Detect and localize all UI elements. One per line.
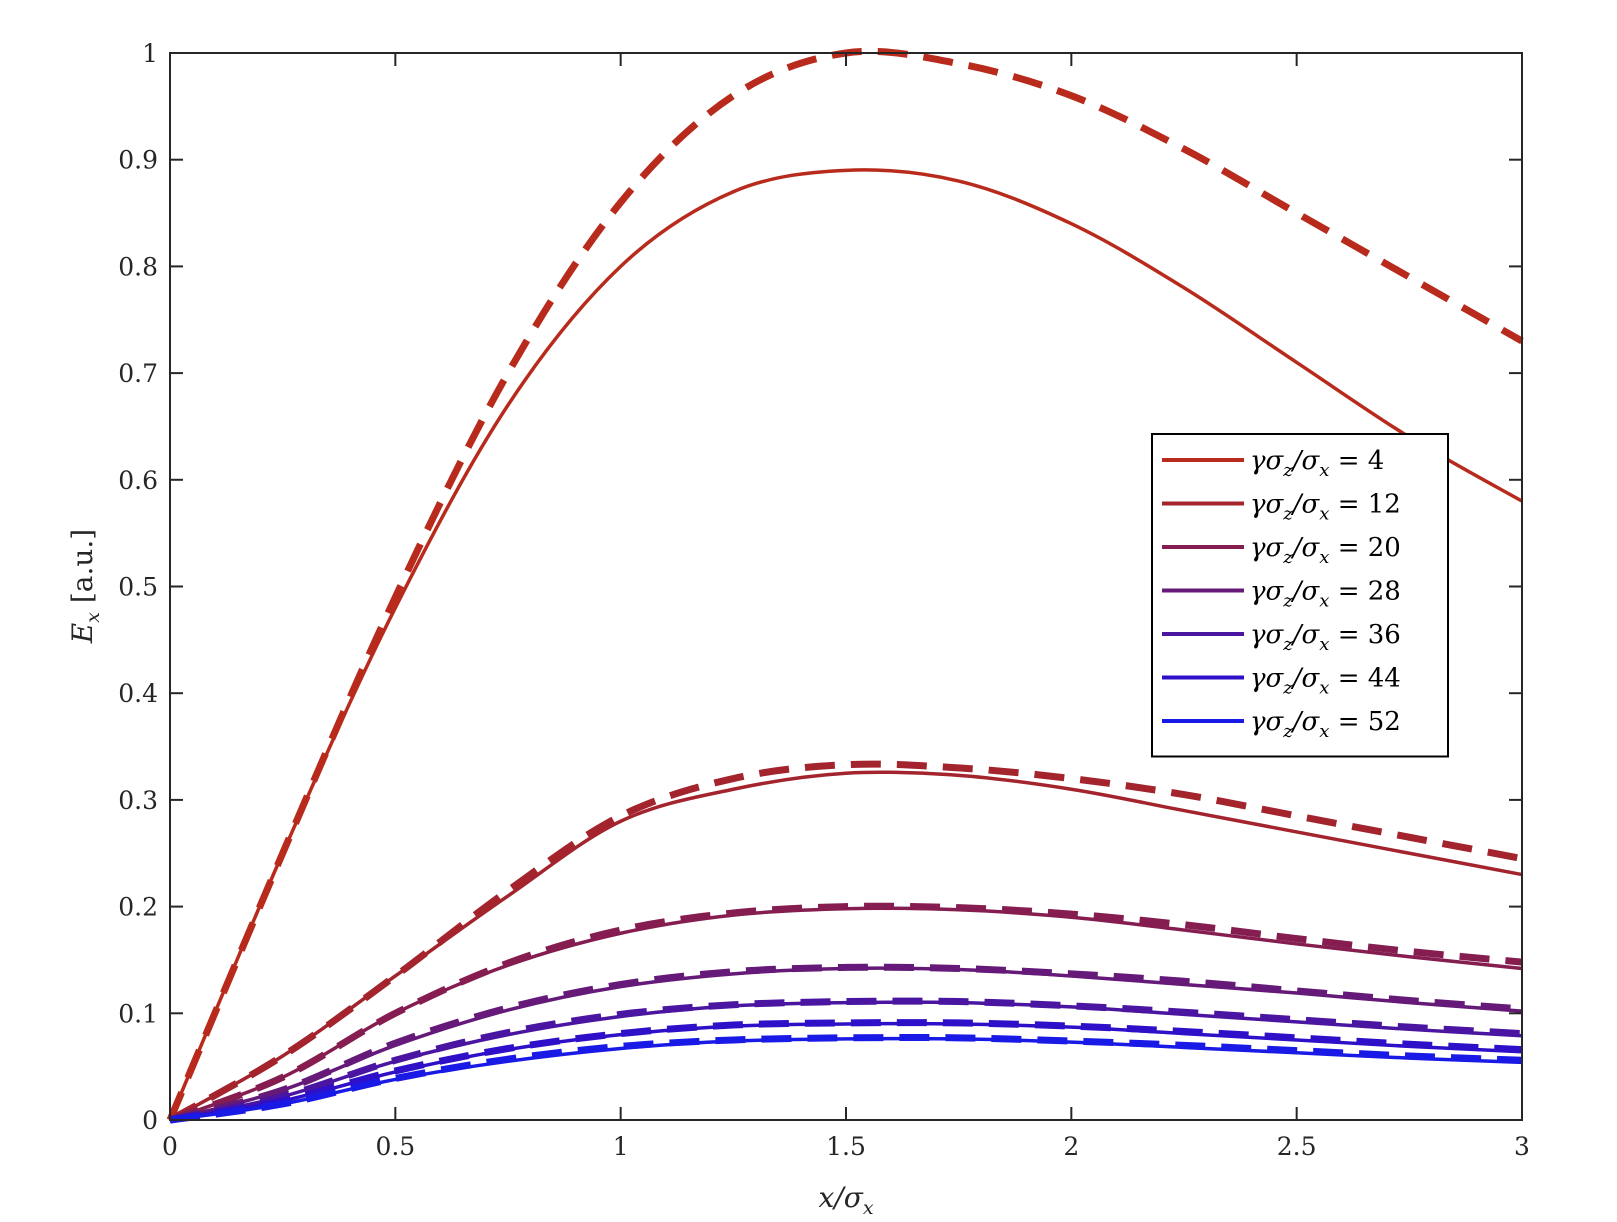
series-layer: [166, 47, 1524, 1124]
svg-text:Ex [a.u.]: Ex [a.u.]: [66, 529, 104, 644]
x-tick-label: 1: [613, 1132, 629, 1161]
dashed-series-line-9: [169, 997, 1523, 1124]
legend-entry-label: γσz/σx = 52: [1250, 707, 1401, 742]
y-tick-label: 0.7: [118, 359, 158, 388]
y-tick-label: 0.5: [118, 573, 158, 602]
x-tick-label: 2: [1063, 1132, 1079, 1161]
legend-entry-label: γσz/σx = 28: [1250, 577, 1401, 612]
x-tick-label: 0: [162, 1132, 178, 1161]
x-tick-label: 3: [1514, 1132, 1530, 1161]
y-tick-label: 0.6: [118, 466, 158, 495]
x-tick-label: 1.5: [826, 1132, 866, 1161]
legend-entry-label: γσz/σx = 44: [1250, 664, 1401, 699]
y-tick-label: 0.9: [118, 146, 158, 175]
dashed-series-line-13: [169, 1034, 1523, 1124]
legend-entry-label: γσz/σx = 12: [1250, 490, 1401, 525]
legend-box: [1151, 433, 1449, 758]
y-tick-label: 1: [142, 39, 158, 68]
x-tick-label: 2.5: [1277, 1132, 1317, 1161]
solid-series-line-2: [169, 770, 1523, 1122]
x-axis-label: x/σx: [818, 1181, 873, 1219]
legend-entry-label: γσz/σx = 20: [1250, 533, 1401, 568]
y-tick-label: 0.8: [118, 252, 158, 281]
y-tick-label: 0.4: [118, 679, 158, 708]
svg-text:x/σx: x/σx: [818, 1181, 873, 1219]
dashed-series-line-7: [169, 963, 1523, 1124]
ticks-layer: 0 0.5 1 1.5 2 2.5 3 0 0.1 0.2 0.3 0.4 0.5 0.6 0.7 0.8 0.…: [118, 39, 1530, 1161]
legend-entry-label: γσz/σx = 36: [1250, 620, 1401, 655]
dashed-series-line-1: [166, 47, 1524, 1122]
x-tick-label: 0.5: [375, 1132, 415, 1161]
y-tick-label: 0.1: [118, 999, 158, 1028]
y-tick-label: 0: [142, 1106, 158, 1135]
dashed-series-line-11: [169, 1019, 1523, 1124]
y-tick-label: 0.2: [118, 893, 158, 922]
legend: γσz/σx = 4 γσz/σx = 12 γσz/σx = 20 γσz/σx =…: [1151, 433, 1449, 758]
legend-entry-label: γσz/σx = 4: [1250, 446, 1384, 481]
dashed-series-line-5: [168, 902, 1523, 1124]
y-tick-label: 0.3: [118, 786, 158, 815]
y-axis-label: Ex [a.u.]: [66, 529, 104, 644]
